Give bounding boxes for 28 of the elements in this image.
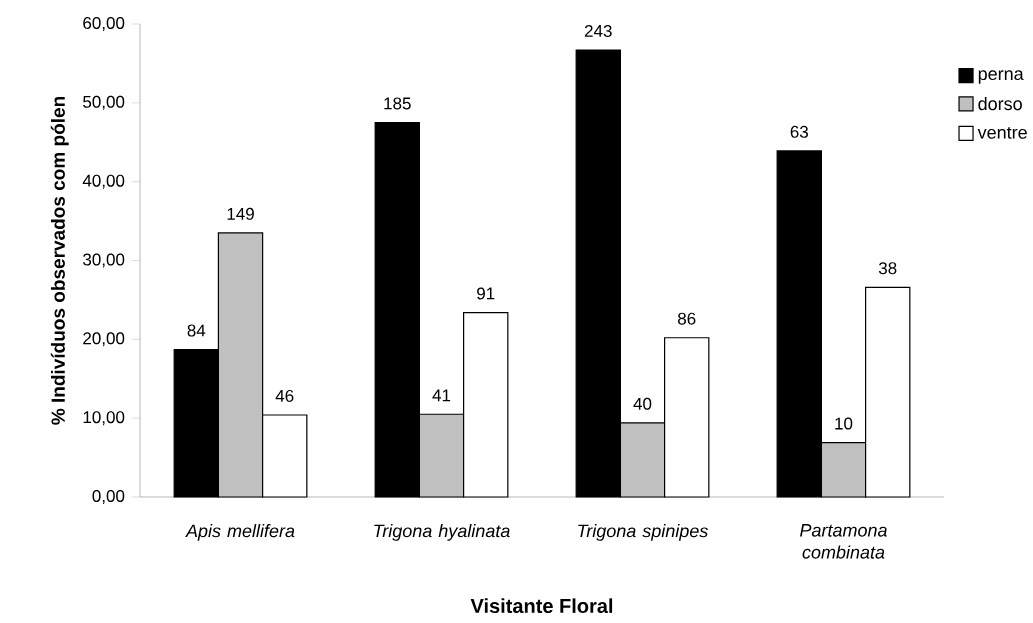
annotation: 84 (187, 324, 206, 337)
y-tick-label: 10,00 (83, 411, 125, 426)
annotation: 46 (275, 389, 294, 402)
annotation: 40 (633, 397, 652, 410)
annotation: 86 (678, 312, 696, 325)
legend-label: ventre (977, 126, 1027, 139)
y-tick-label: 50,00 (83, 95, 125, 110)
y-tick-label: 30,00 (83, 253, 125, 268)
y-tick-label: 60,00 (83, 16, 125, 32)
annotation: 243 (584, 24, 612, 37)
annotation: 185 (384, 97, 411, 110)
annotation: 63 (790, 125, 808, 138)
y-tick-label: 0,00 (92, 489, 125, 505)
x-axis-title: Visitante Floral (470, 598, 613, 614)
legend-label: perna (978, 70, 1024, 84)
x-tick-label: Trigona hyalinata (374, 524, 510, 541)
y-axis-title: % Indivíduos observados com pólen (50, 96, 69, 425)
annotation: 149 (227, 207, 254, 220)
annotation: 38 (878, 262, 897, 275)
legend-label: dorso (978, 96, 1022, 111)
y-tick-label: 20,00 (83, 332, 125, 347)
annotation: 41 (432, 389, 451, 402)
annotation: 91 (477, 287, 495, 300)
x-tick-label: Partamona combinata (800, 524, 887, 559)
x-tick-label: Apis mellifera (185, 524, 295, 541)
y-tick-label: 40,00 (82, 174, 125, 189)
x-tick-label: Trigona spinipes (578, 524, 708, 541)
annotation: 10 (835, 417, 853, 430)
